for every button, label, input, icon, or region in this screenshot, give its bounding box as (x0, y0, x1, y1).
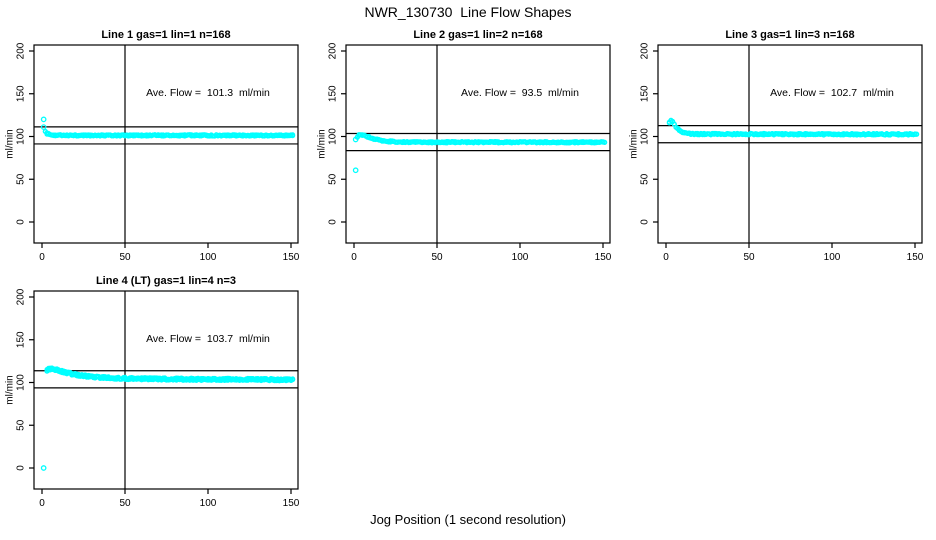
data-point (602, 139, 608, 145)
y-tick-label: 0 (16, 219, 27, 225)
panel-title: Line 1 gas=1 lin=1 n=168 (101, 29, 230, 41)
ave-flow-annotation: Ave. Flow = 102.7 ml/min (770, 87, 894, 99)
y-tick-label: 50 (16, 419, 27, 431)
x-tick-label: 150 (907, 252, 924, 263)
x-tick-label: 0 (351, 252, 357, 263)
x-tick-label: 0 (39, 252, 45, 263)
y-tick-label: 200 (328, 42, 339, 59)
y-tick-label: 50 (16, 173, 27, 185)
x-tick-label: 150 (283, 498, 300, 509)
plot-area: 0 50 100 150 0 50 100 150 200 ml/min (5, 42, 300, 263)
y-tick-label: 150 (16, 331, 27, 348)
y-tick-label: 200 (16, 288, 27, 305)
x-tick-label: 150 (595, 252, 612, 263)
data-point (914, 131, 920, 137)
panel-line-3: Line 3 gas=1 lin=3 n=168 Ave. Flow = 102… (629, 29, 924, 263)
y-axis: 0 50 100 150 200 (16, 42, 34, 225)
data-point-outlier (352, 167, 359, 174)
data-point (290, 133, 296, 139)
x-tick-label: 100 (512, 252, 529, 263)
plot-box (657, 44, 923, 244)
y-tick-label: 100 (328, 128, 339, 145)
y-tick-label: 100 (640, 128, 651, 145)
y-tick-label: 200 (640, 42, 651, 59)
y-axis: 0 50 100 150 200 (640, 42, 658, 225)
data-point-outlier (40, 465, 47, 471)
x-axis: 0 50 100 150 (663, 243, 924, 263)
x-tick-label: 50 (743, 252, 755, 263)
panel-line-1: Line 1 gas=1 lin=1 n=168 Ave. Flow = 101… (5, 29, 300, 263)
x-tick-label: 0 (663, 252, 669, 263)
x-tick-label: 50 (431, 252, 443, 263)
plot-box (33, 44, 299, 244)
plot-area: 0 50 100 150 0 50 100 150 200 ml/min (5, 288, 300, 509)
panel-line-4: Line 4 (LT) gas=1 lin=4 n=3 Ave. Flow = … (5, 275, 300, 509)
y-axis: 0 50 100 150 200 (16, 288, 34, 471)
figure-x-axis-label: Jog Position (1 second resolution) (370, 512, 566, 527)
panel-title: Line 3 gas=1 lin=3 n=168 (725, 29, 854, 41)
plot-area: 0 50 100 150 0 50 100 150 200 ml/min (317, 42, 612, 263)
y-axis: 0 50 100 150 200 (328, 42, 346, 225)
panel-title: Line 2 gas=1 lin=2 n=168 (413, 29, 542, 41)
x-axis: 0 50 100 150 (39, 243, 300, 263)
ave-flow-annotation: Ave. Flow = 101.3 ml/min (146, 87, 270, 99)
y-axis-title: ml/min (629, 129, 640, 158)
y-axis-title: ml/min (317, 129, 328, 158)
plot-area: 0 50 100 150 0 50 100 150 200 ml/min (629, 42, 924, 263)
y-tick-label: 150 (328, 85, 339, 102)
x-axis: 0 50 100 150 (351, 243, 612, 263)
plot-box (345, 44, 611, 244)
x-tick-label: 50 (119, 498, 131, 509)
panel-line-2: Line 2 gas=1 lin=2 n=168 Ave. Flow = 93.… (317, 29, 612, 263)
y-tick-label: 50 (328, 173, 339, 185)
data-point-outlier (40, 116, 47, 123)
x-tick-label: 100 (200, 498, 217, 509)
y-tick-label: 0 (328, 219, 339, 225)
data-point (290, 376, 296, 382)
y-tick-label: 0 (640, 219, 651, 225)
data-points (40, 116, 296, 139)
x-axis: 0 50 100 150 (39, 489, 300, 509)
y-tick-label: 50 (640, 173, 651, 185)
data-points (352, 132, 608, 174)
data-points (40, 365, 296, 471)
y-tick-label: 100 (16, 374, 27, 391)
x-tick-label: 100 (200, 252, 217, 263)
plot-box (33, 290, 299, 490)
y-axis-title: ml/min (5, 129, 16, 158)
y-tick-label: 0 (16, 465, 27, 471)
panel-title: Line 4 (LT) gas=1 lin=4 n=3 (96, 275, 236, 287)
y-tick-label: 100 (16, 128, 27, 145)
ave-flow-annotation: Ave. Flow = 103.7 ml/min (146, 333, 270, 345)
x-tick-label: 0 (39, 498, 45, 509)
x-tick-label: 150 (283, 252, 300, 263)
y-tick-label: 150 (16, 85, 27, 102)
y-tick-label: 150 (640, 85, 651, 102)
ave-flow-annotation: Ave. Flow = 93.5 ml/min (461, 87, 579, 99)
figure-title: NWR_130730 Line Flow Shapes (364, 4, 572, 20)
data-point-outlier (40, 124, 47, 130)
data-points (666, 117, 920, 138)
y-tick-label: 200 (16, 42, 27, 59)
y-axis-title: ml/min (5, 375, 16, 404)
x-tick-label: 50 (119, 252, 131, 263)
x-tick-label: 100 (824, 252, 841, 263)
